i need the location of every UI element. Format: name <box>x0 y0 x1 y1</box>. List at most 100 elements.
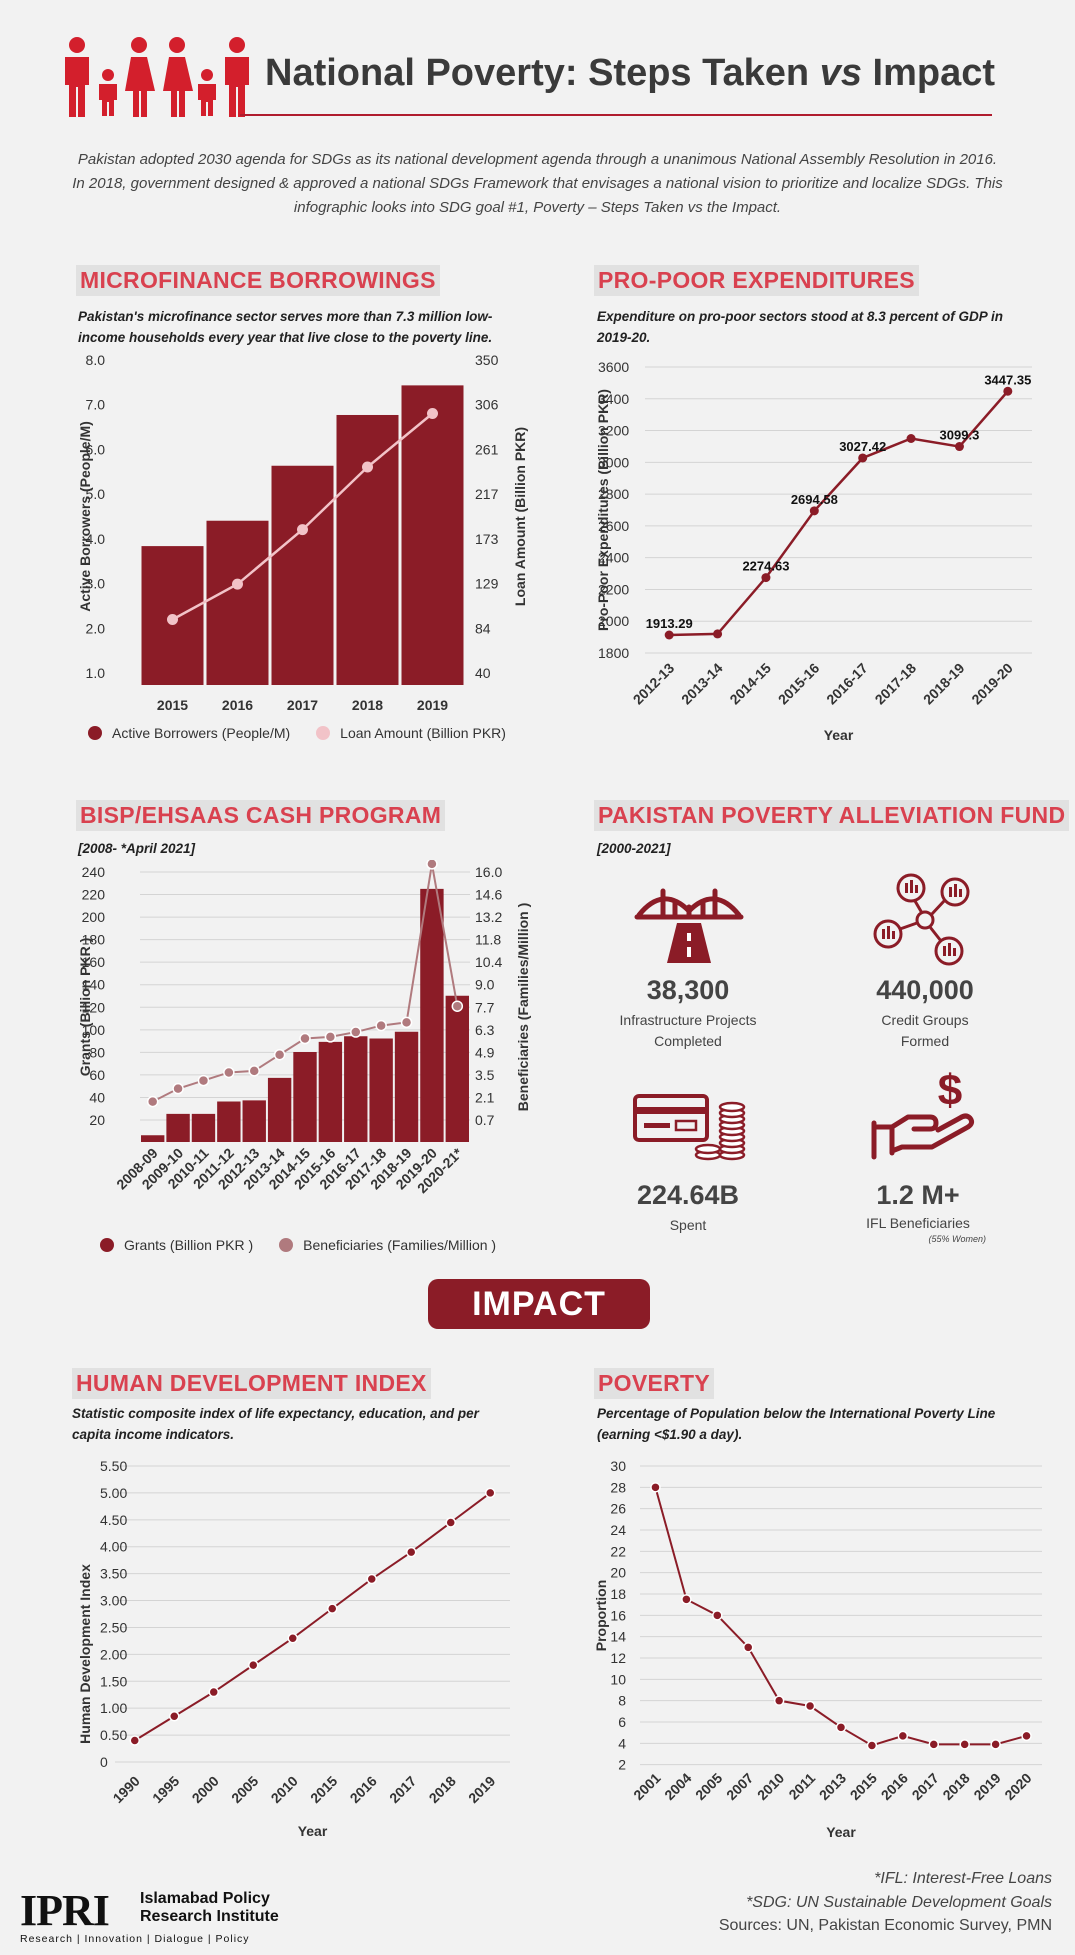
y-tick-label: 140 <box>82 977 106 993</box>
point-hdi <box>485 1487 496 1499</box>
x-tick-label: 2017 <box>386 1773 419 1806</box>
y-axis-title: Proportion <box>593 1580 609 1652</box>
x-tick-label: 1995 <box>149 1773 182 1806</box>
point-poverty <box>835 1722 847 1733</box>
point-beneficiaries <box>197 1074 210 1087</box>
x-tick-label: 2011 <box>785 1770 818 1803</box>
y2-tick-label: 40 <box>475 665 491 681</box>
y-axis-title: Grants (Billion PKR ) <box>77 938 93 1076</box>
title-part-2: Impact <box>861 52 996 94</box>
point-hdi <box>169 1711 180 1722</box>
y2-tick-label: 3.5 <box>475 1067 495 1083</box>
point-hdi <box>287 1632 298 1644</box>
y-tick-label: 14 <box>610 1629 626 1645</box>
y-tick-label: 2600 <box>598 518 629 534</box>
point-poverty <box>928 1739 940 1750</box>
point-poverty <box>1021 1730 1032 1742</box>
ppaf-stat-infrastructure: 38,300 Infrastructure Projects Completed <box>588 975 788 1052</box>
title-part-1: National Poverty: Steps Taken <box>265 52 820 94</box>
point-hdi <box>445 1517 456 1528</box>
ppaf-stat-ifl: 1.2 M+ IFL Beneficiaries (55% Women) <box>818 1180 1018 1244</box>
legend-label-loan: Loan Amount (Billion PKR) <box>340 725 506 741</box>
y-tick-label: 2200 <box>598 581 629 597</box>
point-propoor <box>713 629 723 639</box>
x-tick-label: 2019 <box>465 1773 498 1806</box>
point-propoor <box>1003 386 1013 396</box>
y-tick-label: 5.00 <box>100 1485 127 1501</box>
point-beneficiaries <box>426 860 438 870</box>
point-loan-amount <box>362 461 373 473</box>
bisp-chart: 240 220 200 180 160 140 120 100 80 60 40 20 16.0 14.6… <box>77 860 531 1196</box>
line-poverty <box>654 1487 1027 1747</box>
data-label: 2694.58 <box>791 492 838 507</box>
bar-grants <box>445 995 469 1142</box>
x-tick-label: 2010 <box>268 1773 301 1806</box>
x-tick-label: 2010 <box>754 1770 787 1803</box>
bar-grants <box>420 888 444 1142</box>
hand-dollar-icon: $ <box>871 1066 975 1160</box>
y-tick-label: 5.50 <box>100 1458 127 1474</box>
y-tick-label: 0 <box>100 1754 108 1770</box>
footnote-ifl: *IFL: Interest-Free Loans <box>874 1870 1052 1887</box>
y-tick-label: 4.00 <box>100 1539 127 1555</box>
y-tick-label: 240 <box>82 864 106 880</box>
x-tick-label: 2018-19 <box>920 660 968 708</box>
bridge-icon <box>634 888 744 963</box>
bar-grants <box>242 1100 266 1142</box>
y-tick-label: 2 <box>618 1757 626 1773</box>
y-tick-label: 8.0 <box>86 352 106 368</box>
y-tick-label: 180 <box>82 932 106 948</box>
y2-tick-label: 0.7 <box>475 1112 495 1128</box>
bar-grants <box>141 1135 165 1142</box>
x-tick-label: 2015 <box>157 697 188 710</box>
bar-grants <box>293 1052 317 1142</box>
point-propoor <box>664 630 674 640</box>
x-axis-title: Year <box>824 727 854 743</box>
poverty-chart: 3028262422201816141210864220012004200520… <box>593 1458 1042 1840</box>
bar-grants <box>191 1113 216 1142</box>
y-tick-label: 26 <box>610 1501 626 1517</box>
stat-value: 440,000 <box>876 975 974 1005</box>
stat-caption: Infrastructure Projects Completed <box>619 1012 757 1049</box>
stat-value: 224.64B <box>636 1180 740 1210</box>
point-hdi <box>129 1735 140 1746</box>
y-tick-label: 5.0 <box>86 486 106 502</box>
y-tick-label: 20 <box>610 1565 626 1581</box>
y2-tick-label: 84 <box>475 620 491 636</box>
point-poverty <box>897 1730 909 1742</box>
y-tick-label: 40 <box>89 1089 105 1105</box>
y-tick-label: 1.00 <box>100 1700 127 1716</box>
bar-grants <box>217 1101 241 1142</box>
legend-label-beneficiaries: Beneficiaries (Families/Million ) <box>303 1237 497 1253</box>
y-tick-label: 18 <box>610 1586 626 1602</box>
bar-grants <box>318 1041 343 1142</box>
bar-borrowers <box>336 414 399 685</box>
x-tick-label: 2004 <box>661 1770 694 1803</box>
y-tick-label: 4.50 <box>100 1512 127 1528</box>
ipri-tagline: Research | Innovation | Dialogue | Polic… <box>20 1933 250 1945</box>
stat-note: (55% Women) <box>928 1234 986 1244</box>
data-label: 1913.29 <box>646 616 693 631</box>
y-tick-label: 6.0 <box>86 441 106 457</box>
y-tick-label: 1.0 <box>86 665 106 681</box>
y2-axis-title: Beneficiaries (Families/Million ) <box>515 903 531 1112</box>
card-coins-icon <box>633 1094 746 1161</box>
point-hdi <box>208 1686 219 1698</box>
y2-tick-label: 13.2 <box>475 909 502 925</box>
x-tick-label: 2005 <box>228 1773 261 1806</box>
x-tick-label: 2015-16 <box>775 660 823 708</box>
x-axis-title: Year <box>826 1824 856 1840</box>
y-tick-label: 100 <box>82 1022 106 1038</box>
point-beneficiaries <box>299 1032 311 1045</box>
bar-borrowers <box>206 520 269 685</box>
line-hdi <box>134 1492 491 1742</box>
ipri-name: Islamabad Policy Research Institute <box>140 1890 279 1926</box>
microfinance-subtitle: Pakistan's microfinance sector serves mo… <box>78 309 493 345</box>
point-hdi <box>406 1546 417 1558</box>
y2-tick-label: 350 <box>475 352 499 368</box>
sources: Sources: UN, Pakistan Economic Survey, P… <box>718 1917 1052 1934</box>
y-tick-label: 3400 <box>598 391 629 407</box>
bisp-subtitle: [2008- *April 2021] <box>78 841 196 856</box>
title-vs: vs <box>819 52 862 94</box>
x-tick-label: 2013 <box>816 1770 849 1803</box>
